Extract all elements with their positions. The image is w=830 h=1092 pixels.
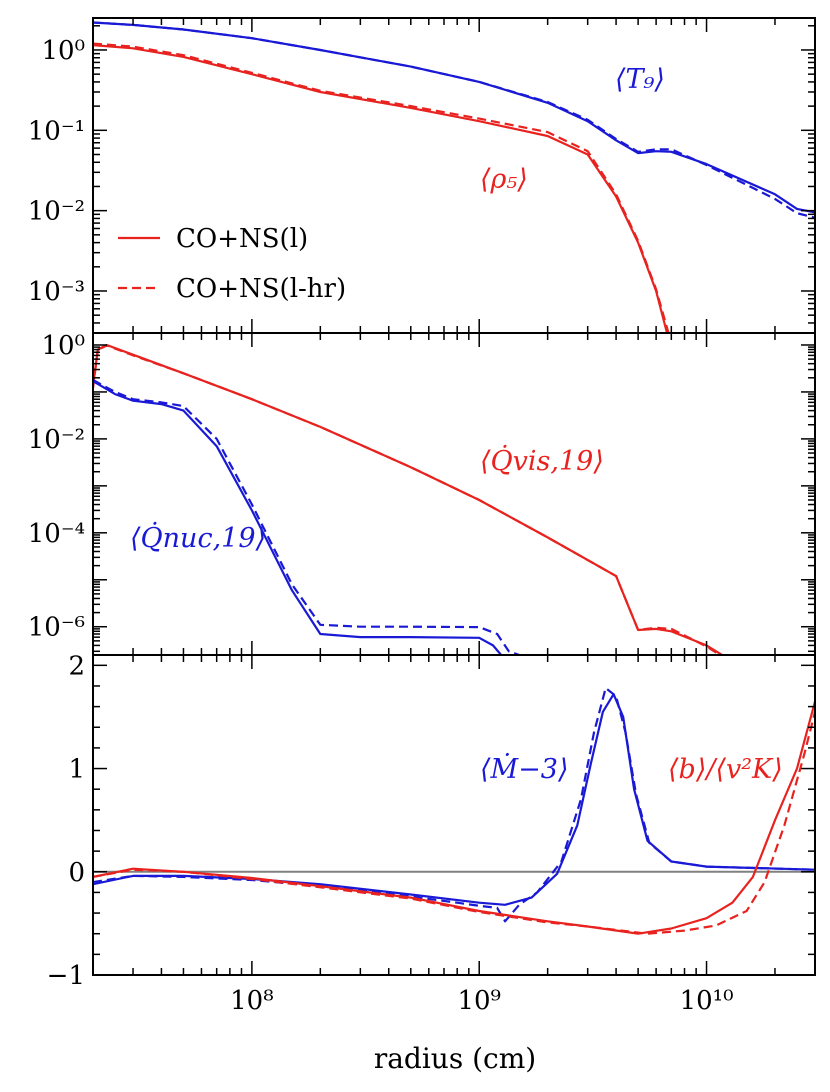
y-tick-label: 10⁰: [41, 36, 85, 66]
x-tick-label: 10¹⁰: [680, 986, 734, 1016]
series-annotation: ⟨T₉⟩: [615, 64, 665, 95]
series-line-t9-co-ns-l-: [93, 21, 815, 214]
series-line-rho5-co-ns-l-: [93, 44, 669, 333]
series-annotation: ⟨Ṁ−3⟩: [480, 752, 569, 785]
y-tick-label: 10⁻⁴: [28, 519, 85, 549]
y-tick-label: 10⁰: [41, 331, 85, 361]
series-annotation: ⟨Q̇nuc,19⟩: [130, 521, 266, 554]
x-axis-label: radius (cm): [374, 1042, 536, 1075]
x-tick-label: 10⁸: [230, 986, 274, 1016]
panel-middle-heating-rates: 10⁰ 10⁻² 10⁻⁴ 10⁻⁶ ⟨Q̇vis,19⟩ ⟨Q̇nuc,19⟩: [28, 331, 816, 656]
axes-frame: [92, 654, 816, 976]
axes-frame: [92, 332, 816, 656]
series-line-qnuc-co-ns-l-: [93, 380, 516, 655]
panel-bottom-mass-flux-bernoulli: 2 1 0 −1 10⁸ 10⁹ 10¹⁰ ⟨Ṁ−3⟩ ⟨b⟩/⟨v²K⟩: [47, 651, 816, 1016]
y-tick-label: 2: [68, 651, 85, 681]
y-tick-label: 0: [68, 858, 85, 888]
legend-label: CO+NS(l-hr): [176, 274, 346, 304]
legend-label: CO+NS(l): [176, 224, 308, 254]
y-tick-label: 10⁻¹: [28, 116, 85, 146]
series-annotation: ⟨ρ₅⟩: [480, 164, 528, 195]
y-tick-label: 10⁻³: [28, 277, 85, 307]
series-line-b-vk2-co-ns-l-: [93, 701, 815, 935]
series-line-mdot-co-ns-l-hr-: [93, 686, 815, 923]
y-tick-label: 10⁻²: [28, 197, 85, 227]
y-tick-label: 10⁻²: [28, 425, 85, 455]
series-line-t9-co-ns-l-hr-: [93, 21, 815, 219]
series-annotation: ⟨Q̇vis,19⟩: [480, 444, 604, 477]
series-line-qvis-co-ns-l-hr-: [93, 344, 785, 655]
series-line-rho5-co-ns-l-hr-: [93, 42, 670, 333]
panel-top-temperature-density: 10⁰ 10⁻¹ 10⁻² 10⁻³ ⟨T₉⟩ ⟨ρ₅⟩ CO+NS(l) CO+NS(l-h…: [28, 17, 816, 334]
y-tick-label: 1: [68, 755, 85, 785]
y-tick-label: −1: [47, 961, 85, 991]
series-line-qvis-co-ns-l-: [93, 343, 789, 655]
y-tick-label: 10⁻⁶: [28, 613, 85, 643]
x-tick-label: 10⁹: [457, 986, 501, 1016]
series-line-b-vk2-co-ns-l-hr-: [93, 711, 815, 935]
series-annotation: ⟨b⟩/⟨v²K⟩: [668, 754, 783, 785]
